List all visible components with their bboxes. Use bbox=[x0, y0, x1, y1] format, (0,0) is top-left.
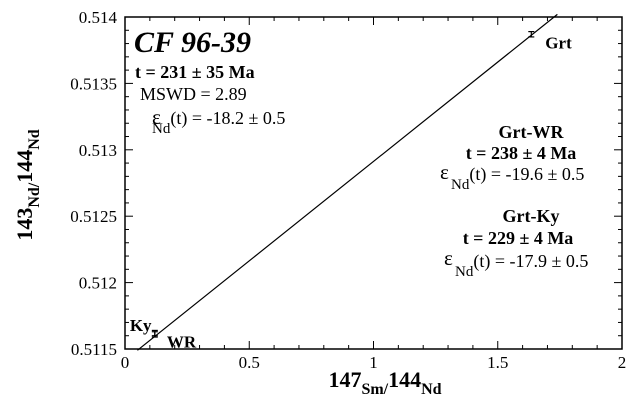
grt-ky-age: t = 229 ± 4 Ma bbox=[463, 228, 574, 248]
point-label: WR bbox=[167, 332, 197, 351]
axis-ticks bbox=[124, 16, 623, 350]
x-axis-title: 147Sm/144Nd bbox=[328, 367, 441, 398]
point-label: Grt bbox=[545, 33, 572, 52]
x-tick-label: 0 bbox=[121, 353, 130, 372]
y-tick-label: 0.5135 bbox=[70, 74, 117, 93]
data-point-wr: WR bbox=[151, 331, 197, 351]
epsilon-all-sub: Nd(t) = -18.2 ± 0.5 bbox=[152, 108, 285, 137]
y-tick-label: 0.513 bbox=[79, 141, 117, 160]
y-tick-label: 0.5115 bbox=[71, 340, 117, 359]
y-axis-title: 143Nd/144Nd bbox=[12, 129, 43, 240]
grt-wr-title: Grt-WR bbox=[499, 122, 565, 142]
isochron-line bbox=[137, 13, 558, 351]
mswd-value: MSWD = 2.89 bbox=[140, 84, 247, 104]
x-tick-labels: 0 0.5 1 1.5 2 bbox=[121, 353, 626, 372]
data-point-ky: Ky bbox=[130, 316, 158, 337]
point-label: Ky bbox=[130, 316, 152, 335]
grt-wr-epsilon: ε bbox=[440, 160, 449, 184]
grt-wr-epsilon-sub: Nd(t) = -19.6 ± 0.5 bbox=[451, 164, 584, 193]
grt-wr-age: t = 238 ± 4 Ma bbox=[466, 143, 577, 163]
grt-ky-title: Grt-Ky bbox=[503, 206, 560, 226]
x-tick-label: 2 bbox=[618, 353, 626, 372]
x-tick-label: 1.5 bbox=[487, 353, 508, 372]
sample-title: CF 96-39 bbox=[134, 26, 251, 59]
y-tick-label: 0.5125 bbox=[70, 207, 117, 226]
y-tick-labels: 0.5115 0.512 0.5125 0.513 0.5135 0.514 bbox=[70, 8, 117, 359]
data-point-grt: Grt bbox=[528, 31, 572, 52]
x-tick-label: 1 bbox=[369, 353, 378, 372]
grt-ky-epsilon: ε bbox=[444, 246, 453, 270]
y-tick-label: 0.514 bbox=[79, 8, 118, 27]
y-tick-label: 0.512 bbox=[79, 274, 117, 293]
epsilon-all: ε bbox=[152, 105, 161, 129]
x-tick-label: 0.5 bbox=[239, 353, 260, 372]
grt-ky-epsilon-sub: Nd(t) = -17.9 ± 0.5 bbox=[455, 251, 588, 280]
age-all: t = 231 ± 35 Ma bbox=[135, 62, 255, 82]
data-points: Grt Ky WR bbox=[130, 31, 572, 351]
